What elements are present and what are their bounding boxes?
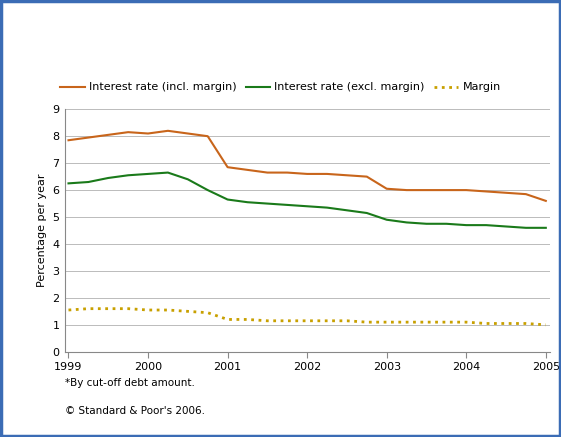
Legend: Interest rate (incl. margin), Interest rate (excl. margin), Margin: Interest rate (incl. margin), Interest r…	[56, 78, 505, 97]
Text: *By cut-off debt amount.: *By cut-off debt amount.	[65, 378, 195, 388]
Y-axis label: Percentage per year: Percentage per year	[37, 174, 47, 287]
Text: Margin*: Margin*	[14, 48, 67, 60]
Text: © Standard & Poor's 2006.: © Standard & Poor's 2006.	[65, 406, 205, 416]
Text: Chart 1: Weighted-Average Interest Rate, Interest Rate Before Margin, and Loan: Chart 1: Weighted-Average Interest Rate,…	[14, 19, 551, 32]
